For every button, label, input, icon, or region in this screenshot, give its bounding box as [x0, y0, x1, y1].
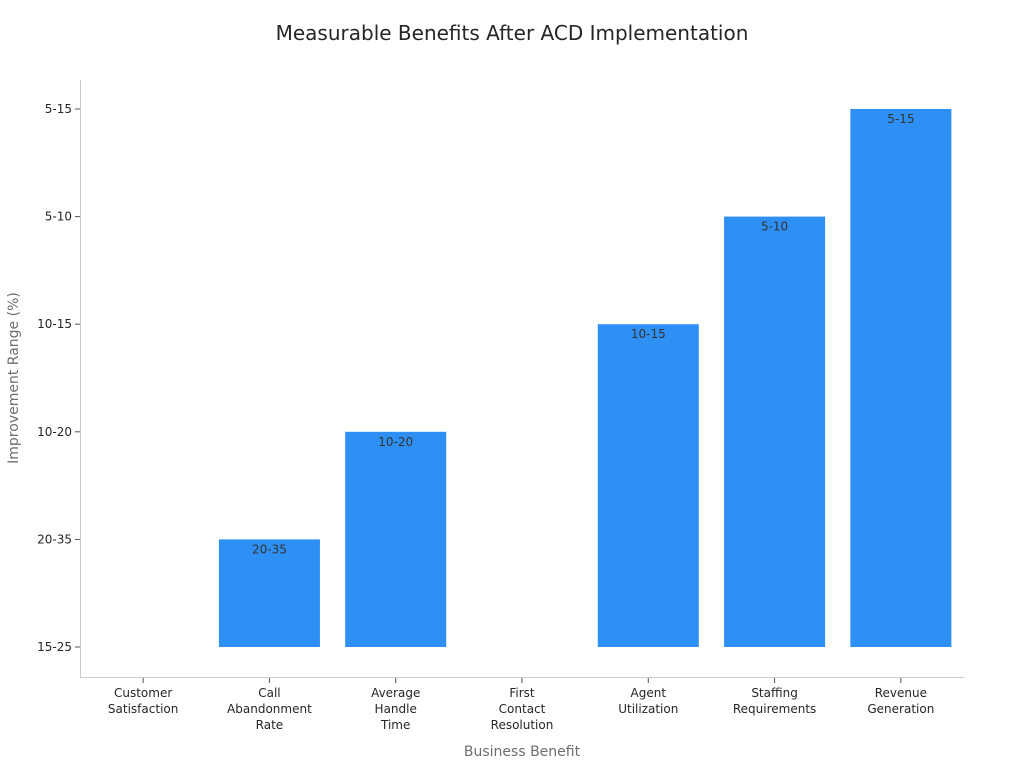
bar-value-label: 5-15 — [887, 112, 914, 126]
x-tick-label: Staffing Requirements — [733, 686, 816, 716]
x-tick-label: Average Handle Time — [371, 686, 420, 732]
x-ticks: Customer Satisfaction Call Abandonment Rate A… — [108, 678, 934, 732]
bar — [218, 539, 320, 647]
y-tick-label: 10-20 — [37, 425, 72, 439]
y-axis-label: Improvement Range (%) — [6, 292, 22, 464]
bar-value-label: 20-35 — [252, 542, 287, 556]
bar — [597, 324, 699, 647]
y-tick-label: 15-25 — [37, 640, 72, 654]
bar — [850, 109, 952, 647]
x-axis-label: Business Benefit — [464, 744, 581, 760]
x-tick-label: First Contact Resolution — [491, 686, 554, 732]
chart-title: Measurable Benefits After ACD Implementa… — [276, 21, 749, 45]
bar-value-label: 10-20 — [378, 435, 413, 449]
x-tick-label: Customer Satisfaction — [108, 686, 178, 716]
y-ticks: 15-25 20-35 10-20 10-15 5-10 5-15 — [37, 102, 80, 654]
y-tick-label: 20-35 — [37, 532, 72, 546]
y-tick-label: 10-15 — [37, 317, 72, 331]
bar — [345, 431, 447, 647]
x-tick-label: Revenue Generation — [867, 686, 934, 716]
x-tick-label: Call Abandonment Rate — [227, 686, 312, 732]
bars: 20-35 10-20 10-15 5-10 5-15 — [218, 109, 952, 647]
x-tick-label: Agent Utilization — [618, 686, 678, 716]
y-tick-label: 5-10 — [45, 210, 72, 224]
axes — [80, 80, 964, 678]
bar — [724, 216, 826, 647]
bar-value-label: 10-15 — [631, 327, 666, 341]
bar-value-label: 5-10 — [761, 220, 788, 234]
y-tick-label: 5-15 — [45, 102, 72, 116]
